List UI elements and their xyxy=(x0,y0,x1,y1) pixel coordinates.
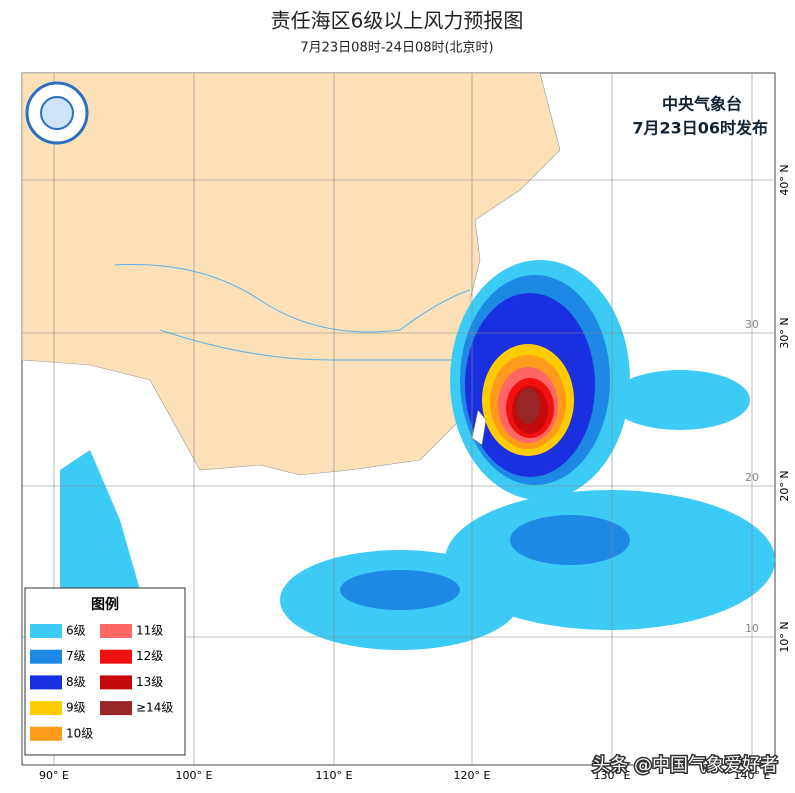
river xyxy=(114,263,471,333)
longitude-label: 100° E xyxy=(176,769,213,782)
legend: 图例 6级 7级 8级 9级 10级 11级 12级 13级 ≥14级 xyxy=(24,587,186,756)
legend-label: 10级 xyxy=(66,726,93,740)
watermark: 头条 @中国气象爱好者 xyxy=(592,755,778,776)
latitude-label: 20° N xyxy=(778,470,791,501)
legend-label: 11级 xyxy=(136,624,163,638)
legend-label: 13级 xyxy=(136,675,163,689)
wind-zone xyxy=(60,450,140,590)
legend-swatch xyxy=(30,675,62,690)
river xyxy=(159,329,460,361)
legend-swatch xyxy=(30,624,62,638)
legend-label: 6级 xyxy=(66,624,86,638)
longitude-label: 120° E xyxy=(454,769,491,782)
longitude-label: 130° E xyxy=(594,769,631,782)
legend-swatch xyxy=(100,624,132,638)
wind-zone xyxy=(610,370,750,430)
latitude-label: 40° N xyxy=(778,164,791,195)
issue-time: 7月23日06时发布 xyxy=(632,119,768,138)
longitude-label: 90° E xyxy=(39,769,69,782)
legend-label: 8级 xyxy=(66,675,86,689)
latitude-label: 10° N xyxy=(778,621,791,652)
legend-swatch xyxy=(30,701,62,716)
inner-latitude-label: 20 xyxy=(745,471,759,484)
legend-swatch xyxy=(30,649,62,664)
legend-label: 12级 xyxy=(136,649,163,663)
subtitle: 7月23日08时-24日08时(北京时) xyxy=(300,41,493,56)
legend-swatch xyxy=(100,701,132,716)
map: 90° E 100° E 110° E 120° E 130° E 140° E 40° N… xyxy=(21,72,791,782)
legend-swatch xyxy=(100,675,132,690)
legend-label: 9级 xyxy=(66,701,86,715)
longitude-label: 140° E xyxy=(734,769,771,782)
legend-swatch xyxy=(30,726,62,741)
wind-zones xyxy=(60,260,775,650)
title: 责任海区6级以上风力预报图 xyxy=(271,9,524,33)
legend-label: ≥14级 xyxy=(136,701,173,715)
legend-swatch xyxy=(100,649,132,664)
legend-label: 7级 xyxy=(66,649,86,663)
wind-zone xyxy=(516,388,540,424)
taiwan xyxy=(471,409,487,446)
latitude-label: 30° N xyxy=(778,317,791,348)
wind-zone xyxy=(340,570,460,610)
agency: 中央气象台 xyxy=(662,95,742,114)
inner-latitude-label: 30 xyxy=(745,318,759,331)
legend-title: 图例 xyxy=(91,596,119,613)
logo-inner xyxy=(40,96,74,130)
longitude-label: 110° E xyxy=(316,769,353,782)
inner-latitude-label: 10 xyxy=(745,622,759,635)
wind-zone xyxy=(510,515,630,565)
